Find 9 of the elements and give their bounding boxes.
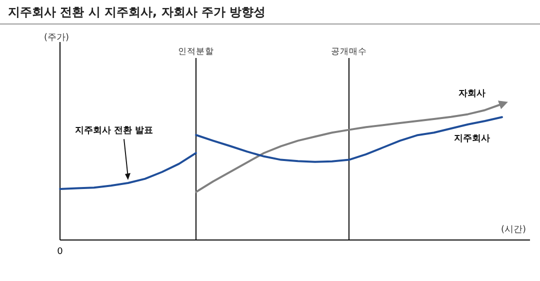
series-label: 지주회사 [452,134,490,144]
series-label: 자회사 [458,89,486,99]
x-axis-title: (시간) [500,225,526,235]
chart-title: 지주회사 전환 시 지주회사, 자회사 주가 방향성 [8,5,266,19]
text: 공개매수 [330,47,367,57]
text: (주가) [44,33,70,43]
text: 인적분할 [178,47,214,57]
annotation: 지주회사 전환 발표 [74,126,154,136]
text: 0 [57,247,64,257]
